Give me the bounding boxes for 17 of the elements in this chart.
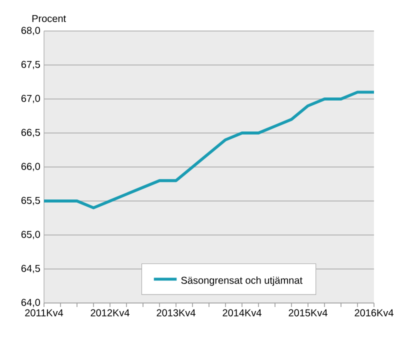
x-tick-label: 2013Kv4	[156, 309, 196, 316]
x-tick-label: 2011Kv4	[25, 309, 64, 316]
y-tick-label: 67,0	[21, 94, 40, 104]
y-tick-label: 64,0	[21, 298, 40, 308]
y-tick-label: 66,5	[21, 128, 40, 138]
y-tick-label: 66,0	[21, 162, 40, 172]
y-tick-label: 65,5	[21, 196, 40, 206]
y-axis-title: Procent	[32, 15, 66, 22]
x-tick-label: 2016Kv4	[354, 309, 394, 316]
legend-label: Säsongrensat och utjämnat	[181, 276, 302, 286]
y-tick-label: 65,0	[21, 230, 40, 240]
x-tick-label: 2015Kv4	[288, 309, 328, 316]
y-tick-label: 64,5	[21, 264, 40, 274]
x-tick-label: 2012Kv4	[90, 309, 130, 316]
x-tick-label: 2014Kv4	[222, 309, 262, 316]
y-tick-label: 68,0	[21, 26, 40, 36]
y-tick-label: 67,5	[21, 60, 40, 70]
